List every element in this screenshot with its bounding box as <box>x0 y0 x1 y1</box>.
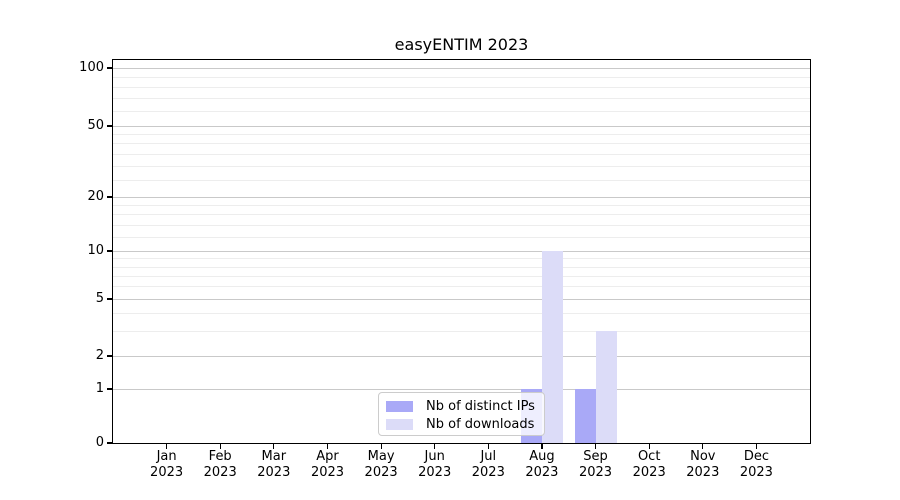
x-tick-mark <box>648 443 650 449</box>
x-tick-label: Feb 2023 <box>203 449 237 480</box>
minor-gridline <box>113 97 810 99</box>
minor-gridline <box>113 165 810 167</box>
y-tick-label: 50 <box>87 118 104 133</box>
minor-gridline <box>113 110 810 112</box>
legend-label: Nb of distinct IPs <box>426 398 535 414</box>
x-tick-mark <box>380 443 382 449</box>
legend-label: Nb of downloads <box>426 416 535 432</box>
bar-distinct-ips-sep <box>574 389 596 443</box>
y-tick-mark <box>107 442 113 444</box>
minor-gridline <box>113 330 810 332</box>
major-gridline <box>113 68 810 69</box>
y-tick-mark <box>107 67 113 69</box>
minor-gridline <box>113 205 810 207</box>
minor-gridline <box>113 214 810 216</box>
x-tick-mark <box>594 443 597 449</box>
x-tick-mark <box>326 443 329 449</box>
x-tick-label: Dec 2023 <box>739 449 773 480</box>
major-gridline <box>113 356 810 357</box>
x-tick-mark <box>702 443 704 449</box>
y-tick-label: 2 <box>95 348 104 363</box>
y-tick-mark <box>107 298 113 300</box>
minor-gridline <box>113 275 810 277</box>
x-tick-label: Aug 2023 <box>525 449 559 480</box>
minor-gridline <box>113 312 810 314</box>
legend-swatch-downloads <box>386 418 413 430</box>
legend-row: Nb of downloads <box>386 415 544 433</box>
x-tick-mark <box>434 443 436 449</box>
x-tick-mark <box>166 443 168 449</box>
y-tick-label: 10 <box>87 243 104 258</box>
y-tick-label: 20 <box>87 189 104 204</box>
x-tick-mark <box>755 443 758 449</box>
bar-downloads-aug <box>541 251 563 443</box>
major-gridline <box>113 251 810 252</box>
x-tick-label: Mar 2023 <box>257 449 291 480</box>
x-tick-label: Apr 2023 <box>310 449 345 480</box>
y-tick-label: 0 <box>95 435 104 450</box>
minor-gridline <box>113 266 810 268</box>
y-tick-label: 5 <box>95 291 104 306</box>
x-tick-label: Jun 2023 <box>418 449 452 480</box>
x-tick-label: Jul 2023 <box>471 449 505 480</box>
plot-area: Nb of distinct IPs Nb of downloads <box>113 60 810 443</box>
y-tick-mark <box>107 125 113 127</box>
minor-gridline <box>113 86 810 88</box>
major-gridline <box>113 299 810 300</box>
y-tick-mark <box>107 388 113 390</box>
x-tick-mark <box>219 443 221 449</box>
x-tick-label: Sep 2023 <box>578 449 613 480</box>
x-tick-mark <box>541 443 543 449</box>
y-tick-label: 100 <box>79 60 104 75</box>
minor-gridline <box>113 224 810 226</box>
y-tick-mark <box>107 250 113 252</box>
x-tick-mark <box>487 443 489 449</box>
legend: Nb of distinct IPs Nb of downloads <box>378 392 545 436</box>
legend-row: Nb of distinct IPs <box>386 397 544 415</box>
y-tick-mark <box>107 196 113 198</box>
minor-gridline <box>113 258 810 260</box>
major-gridline <box>113 389 810 390</box>
minor-gridline <box>113 76 810 78</box>
x-tick-mark <box>273 443 275 449</box>
minor-gridline <box>113 134 810 136</box>
x-tick-label: Nov 2023 <box>686 449 720 480</box>
bar-downloads-sep <box>595 330 617 443</box>
minor-gridline <box>113 179 810 181</box>
legend-swatch-distinct-ips <box>386 400 413 412</box>
minor-gridline <box>113 143 810 145</box>
chart-title: easyENTIM 2023 <box>394 35 529 54</box>
major-gridline <box>113 126 810 127</box>
x-tick-label: May 2023 <box>364 449 398 480</box>
y-tick-mark <box>107 355 113 357</box>
minor-gridline <box>113 153 810 155</box>
minor-gridline <box>113 236 810 238</box>
y-tick-label: 1 <box>95 381 104 396</box>
minor-gridline <box>113 286 810 288</box>
x-tick-label: Jan 2023 <box>150 449 184 480</box>
x-tick-label: Oct 2023 <box>632 449 666 480</box>
major-gridline <box>113 197 810 198</box>
